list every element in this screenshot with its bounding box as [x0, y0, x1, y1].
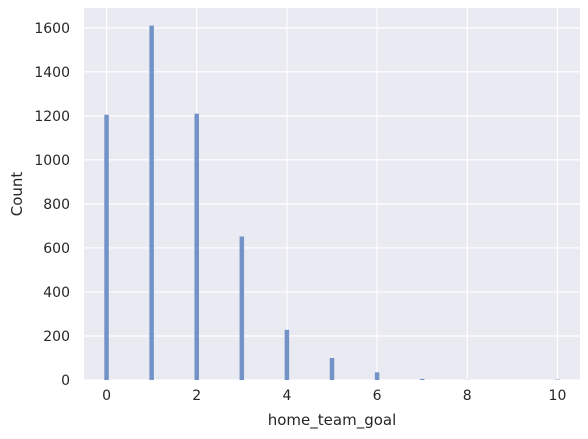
- y-tick-labels: 0 200 400 600 800 1000 1200 1400 1600: [34, 21, 70, 389]
- histogram-bar: [239, 236, 245, 380]
- y-tick-label: 800: [43, 197, 70, 213]
- x-tick-label: 10: [549, 388, 567, 404]
- histogram-bar: [104, 114, 109, 381]
- histogram-bar: [419, 378, 425, 380]
- x-tick-label: 0: [102, 388, 111, 404]
- bars: [104, 25, 560, 381]
- y-tick-label: 1600: [34, 21, 70, 37]
- y-tick-label: 600: [43, 241, 70, 257]
- histogram-bar: [374, 372, 380, 380]
- histogram-bar: [284, 329, 290, 380]
- histogram-bar: [149, 25, 154, 380]
- x-tick-label: 2: [192, 388, 201, 404]
- x-tick-labels: 0 2 4 6 8 10: [102, 388, 566, 404]
- y-tick-label: 1200: [34, 109, 70, 125]
- y-axis-label: Count: [8, 172, 26, 217]
- y-tick-label: 1400: [34, 65, 70, 81]
- histogram-bar: [194, 113, 199, 381]
- y-tick-label: 0: [61, 373, 70, 389]
- histogram-bar: [329, 357, 335, 380]
- x-axis-label: home_team_goal: [268, 411, 397, 430]
- x-tick-label: 6: [373, 388, 382, 404]
- x-tick-label: 8: [463, 388, 472, 404]
- y-grid: [84, 27, 580, 381]
- plot-area: [84, 8, 580, 380]
- x-tick-label: 4: [282, 388, 291, 404]
- y-tick-label: 400: [43, 285, 70, 301]
- y-tick-label: 1000: [34, 153, 70, 169]
- y-tick-label: 200: [43, 329, 70, 345]
